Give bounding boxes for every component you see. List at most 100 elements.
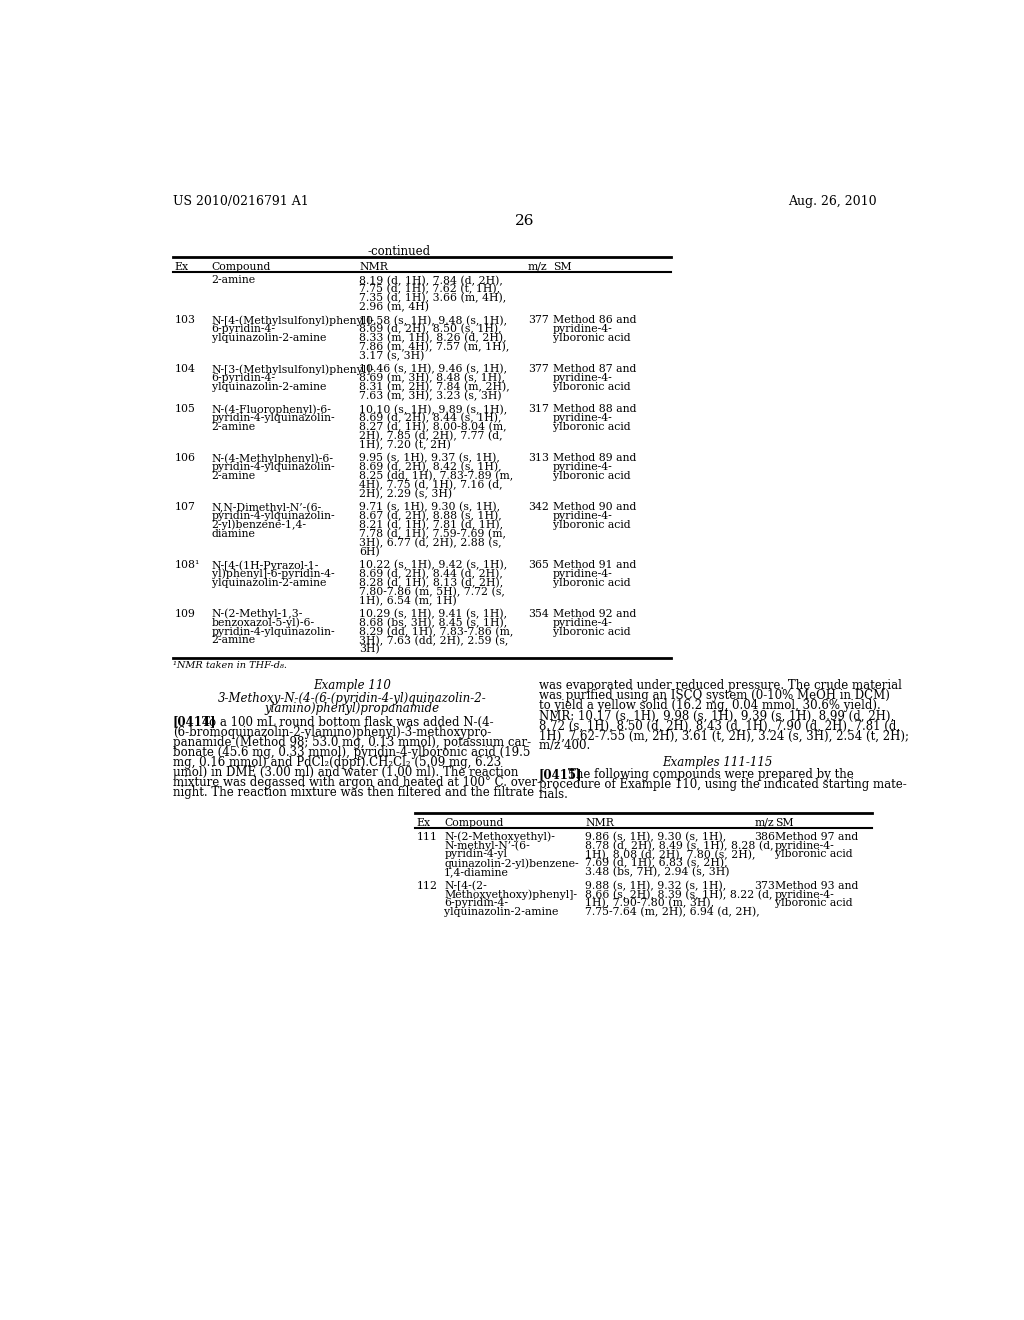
Text: 8.69 (d, 2H), 8.42 (s, 1H),: 8.69 (d, 2H), 8.42 (s, 1H), <box>359 462 502 473</box>
Text: 4H), 7.75 (d, 1H), 7.16 (d,: 4H), 7.75 (d, 1H), 7.16 (d, <box>359 480 503 490</box>
Text: 26: 26 <box>515 214 535 228</box>
Text: 8.68 (bs, 3H), 8.45 (s, 1H),: 8.68 (bs, 3H), 8.45 (s, 1H), <box>359 618 507 628</box>
Text: 3-Methoxy-N-(4-(6-(pyridin-4-yl)quinazolin-2-: 3-Methoxy-N-(4-(6-(pyridin-4-yl)quinazol… <box>218 692 486 705</box>
Text: 3.17 (s, 3H): 3.17 (s, 3H) <box>359 351 424 362</box>
Text: 10.58 (s, 1H), 9.48 (s, 1H),: 10.58 (s, 1H), 9.48 (s, 1H), <box>359 315 507 326</box>
Text: ylquinazolin-2-amine: ylquinazolin-2-amine <box>212 578 326 587</box>
Text: 9.88 (s, 1H), 9.32 (s, 1H),: 9.88 (s, 1H), 9.32 (s, 1H), <box>586 880 726 891</box>
Text: 104: 104 <box>174 364 196 375</box>
Text: ylboronic acid: ylboronic acid <box>553 381 631 392</box>
Text: ylquinazolin-2-amine: ylquinazolin-2-amine <box>444 907 558 917</box>
Text: pyridine-4-: pyridine-4- <box>775 890 835 899</box>
Text: N-(2-Methoxyethyl)-: N-(2-Methoxyethyl)- <box>444 832 555 842</box>
Text: ylboronic acid: ylboronic acid <box>553 578 631 587</box>
Text: 111: 111 <box>417 832 437 842</box>
Text: N-(2-Methyl-1,3-: N-(2-Methyl-1,3- <box>212 609 303 619</box>
Text: 10.29 (s, 1H), 9.41 (s, 1H),: 10.29 (s, 1H), 9.41 (s, 1H), <box>359 609 507 619</box>
Text: 6-pyridin-4-: 6-pyridin-4- <box>212 325 275 334</box>
Text: 10.46 (s, 1H), 9.46 (s, 1H),: 10.46 (s, 1H), 9.46 (s, 1H), <box>359 364 507 375</box>
Text: 9.71 (s, 1H), 9.30 (s, 1H),: 9.71 (s, 1H), 9.30 (s, 1H), <box>359 502 500 512</box>
Text: pyridin-4-ylquinazolin-: pyridin-4-ylquinazolin- <box>212 511 335 521</box>
Text: Method 87 and: Method 87 and <box>553 364 636 375</box>
Text: ylquinazolin-2-amine: ylquinazolin-2-amine <box>212 381 326 392</box>
Text: Compound: Compound <box>212 261 271 272</box>
Text: Ex: Ex <box>174 261 188 272</box>
Text: NMR: 10.17 (s, 1H), 9.98 (s, 1H), 9.39 (s, 1H), 8.99 (d, 2H),: NMR: 10.17 (s, 1H), 9.98 (s, 1H), 9.39 (… <box>539 709 894 722</box>
Text: 109: 109 <box>174 609 196 619</box>
Text: 8.78 (d, 2H), 8.49 (s, 1H), 8.28 (d,: 8.78 (d, 2H), 8.49 (s, 1H), 8.28 (d, <box>586 841 774 851</box>
Text: 3H): 3H) <box>359 644 380 655</box>
Text: m/z: m/z <box>755 818 774 828</box>
Text: To a 100 mL round bottom flask was added N-(4-: To a 100 mL round bottom flask was added… <box>203 715 494 729</box>
Text: 8.33 (m, 1H), 8.26 (d, 2H),: 8.33 (m, 1H), 8.26 (d, 2H), <box>359 333 507 343</box>
Text: SM: SM <box>553 261 571 272</box>
Text: yl)phenyl]-6-pyridin-4-: yl)phenyl]-6-pyridin-4- <box>212 569 334 579</box>
Text: N-methyl-N’-(6-: N-methyl-N’-(6- <box>444 841 530 851</box>
Text: 7.75-7.64 (m, 2H), 6.94 (d, 2H),: 7.75-7.64 (m, 2H), 6.94 (d, 2H), <box>586 907 760 917</box>
Text: 10.22 (s, 1H), 9.42 (s, 1H),: 10.22 (s, 1H), 9.42 (s, 1H), <box>359 560 507 570</box>
Text: mg, 0.16 mmol) and PdCl₂(dppf).CH₂Cl₂ (5.09 mg, 6.23: mg, 0.16 mmol) and PdCl₂(dppf).CH₂Cl₂ (5… <box>173 755 501 768</box>
Text: pyridine-4-: pyridine-4- <box>553 374 612 383</box>
Text: rials.: rials. <box>539 788 568 801</box>
Text: ylboronic acid: ylboronic acid <box>775 850 853 859</box>
Text: 112: 112 <box>417 880 437 891</box>
Text: 2.96 (m, 4H): 2.96 (m, 4H) <box>359 302 429 313</box>
Text: pyridine-4-: pyridine-4- <box>553 511 612 521</box>
Text: SM: SM <box>775 818 794 828</box>
Text: pyridine-4-: pyridine-4- <box>775 841 835 850</box>
Text: 6H): 6H) <box>359 546 380 557</box>
Text: 2-yl)benzene-1,4-: 2-yl)benzene-1,4- <box>212 520 307 531</box>
Text: 7.63 (m, 3H), 3.23 (s, 3H): 7.63 (m, 3H), 3.23 (s, 3H) <box>359 391 502 401</box>
Text: 386: 386 <box>755 832 775 842</box>
Text: N-[4-(1H-Pyrazol-1-: N-[4-(1H-Pyrazol-1- <box>212 560 319 570</box>
Text: ylboronic acid: ylboronic acid <box>775 899 853 908</box>
Text: 3H), 7.63 (dd, 2H), 2.59 (s,: 3H), 7.63 (dd, 2H), 2.59 (s, <box>359 635 508 645</box>
Text: 2-amine: 2-amine <box>212 422 256 432</box>
Text: 342: 342 <box>528 502 549 512</box>
Text: 7.75 (d, 1H), 7.62 (t, 1H),: 7.75 (d, 1H), 7.62 (t, 1H), <box>359 284 500 294</box>
Text: m/z 400.: m/z 400. <box>539 739 590 752</box>
Text: 108¹: 108¹ <box>174 560 200 570</box>
Text: 6-pyridin-4-: 6-pyridin-4- <box>444 899 508 908</box>
Text: US 2010/0216791 A1: US 2010/0216791 A1 <box>173 195 308 209</box>
Text: pyridin-4-yl: pyridin-4-yl <box>444 850 507 859</box>
Text: 1H), 7.62-7.55 (m, 2H), 3.61 (t, 2H), 3.24 (s, 3H), 2.54 (t, 2H);: 1H), 7.62-7.55 (m, 2H), 3.61 (t, 2H), 3.… <box>539 730 908 742</box>
Text: pyridine-4-: pyridine-4- <box>553 569 612 578</box>
Text: 8.67 (d, 2H), 8.88 (s, 1H),: 8.67 (d, 2H), 8.88 (s, 1H), <box>359 511 502 521</box>
Text: mixture was degassed with argon and heated at 100° C. over-: mixture was degassed with argon and heat… <box>173 776 541 788</box>
Text: 9.86 (s, 1H), 9.30 (s, 1H),: 9.86 (s, 1H), 9.30 (s, 1H), <box>586 832 726 842</box>
Text: 317: 317 <box>528 404 549 414</box>
Text: Method 90 and: Method 90 and <box>553 502 636 512</box>
Text: ylboronic acid: ylboronic acid <box>553 520 631 529</box>
Text: 8.28 (d, 1H), 8.13 (d, 2H),: 8.28 (d, 1H), 8.13 (d, 2H), <box>359 578 503 587</box>
Text: 365: 365 <box>528 560 549 570</box>
Text: 1H), 7.20 (t, 2H): 1H), 7.20 (t, 2H) <box>359 440 451 450</box>
Text: μmol) in DME (3.00 ml) and water (1.00 ml). The reaction: μmol) in DME (3.00 ml) and water (1.00 m… <box>173 766 518 779</box>
Text: 313: 313 <box>528 453 549 463</box>
Text: ylquinazolin-2-amine: ylquinazolin-2-amine <box>212 333 326 343</box>
Text: procedure of Example 110, using the indicated starting mate-: procedure of Example 110, using the indi… <box>539 777 906 791</box>
Text: 7.78 (d, 1H), 7.59-7.69 (m,: 7.78 (d, 1H), 7.59-7.69 (m, <box>359 529 506 539</box>
Text: 1H), 8.08 (d, 2H), 7.80 (s, 2H),: 1H), 8.08 (d, 2H), 7.80 (s, 2H), <box>586 850 756 859</box>
Text: 7.86 (m, 4H), 7.57 (m, 1H),: 7.86 (m, 4H), 7.57 (m, 1H), <box>359 342 509 352</box>
Text: benzoxazol-5-yl)-6-: benzoxazol-5-yl)-6- <box>212 618 314 628</box>
Text: 8.21 (d, 1H), 7.81 (d, 1H),: 8.21 (d, 1H), 7.81 (d, 1H), <box>359 520 503 531</box>
Text: Examples 111-115: Examples 111-115 <box>663 755 773 768</box>
Text: 2H), 2.29 (s, 3H): 2H), 2.29 (s, 3H) <box>359 488 452 499</box>
Text: pyridine-4-: pyridine-4- <box>553 413 612 424</box>
Text: 8.69 (d, 2H), 8.50 (s, 1H),: 8.69 (d, 2H), 8.50 (s, 1H), <box>359 325 502 335</box>
Text: NMR: NMR <box>586 818 614 828</box>
Text: 2-amine: 2-amine <box>212 471 256 480</box>
Text: panamide (Method 98; 53.0 mg, 0.13 mmol), potassium car-: panamide (Method 98; 53.0 mg, 0.13 mmol)… <box>173 735 531 748</box>
Text: to yield a yellow solid (16.2 mg, 0.04 mmol, 30.6% yield).: to yield a yellow solid (16.2 mg, 0.04 m… <box>539 700 881 713</box>
Text: Method 93 and: Method 93 and <box>775 880 858 891</box>
Text: 8.29 (dd, 1H), 7.83-7.86 (m,: 8.29 (dd, 1H), 7.83-7.86 (m, <box>359 627 513 638</box>
Text: Compound: Compound <box>444 818 504 828</box>
Text: Example 110: Example 110 <box>313 680 391 692</box>
Text: N,N-Dimethyl-N’-(6-: N,N-Dimethyl-N’-(6- <box>212 502 322 512</box>
Text: 8.69 (d, 2H), 8.44 (s, 1H),: 8.69 (d, 2H), 8.44 (s, 1H), <box>359 413 502 424</box>
Text: N-[4-(Methylsulfonyl)phenyl]-: N-[4-(Methylsulfonyl)phenyl]- <box>212 315 375 326</box>
Text: Aug. 26, 2010: Aug. 26, 2010 <box>788 195 877 209</box>
Text: [0415]: [0415] <box>539 768 583 781</box>
Text: Ex: Ex <box>417 818 430 828</box>
